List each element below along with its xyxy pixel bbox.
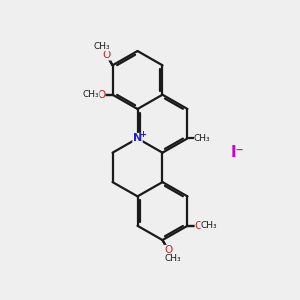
Text: O: O [97,90,105,100]
Text: CH₃: CH₃ [94,42,110,51]
Text: O: O [164,245,172,255]
Text: CH₃: CH₃ [83,90,100,99]
Text: +: + [140,130,146,139]
Text: O: O [195,221,203,231]
Text: N: N [133,134,142,143]
Text: CH₃: CH₃ [165,254,182,263]
Text: CH₃: CH₃ [200,221,217,230]
Text: O: O [103,50,111,61]
Text: I⁻: I⁻ [231,145,244,160]
Text: CH₃: CH₃ [194,134,211,143]
